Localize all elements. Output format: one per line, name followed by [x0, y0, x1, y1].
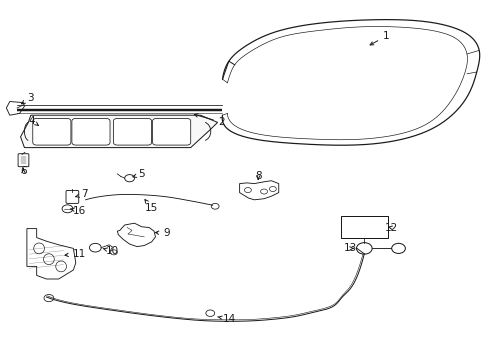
FancyBboxPatch shape	[72, 118, 110, 145]
Text: 15: 15	[144, 199, 158, 213]
Text: 10: 10	[103, 246, 119, 256]
Text: 3: 3	[21, 93, 34, 104]
Text: 14: 14	[217, 314, 236, 324]
Polygon shape	[6, 102, 24, 115]
Text: 13: 13	[343, 243, 356, 253]
FancyBboxPatch shape	[66, 190, 79, 203]
FancyBboxPatch shape	[152, 118, 190, 145]
FancyBboxPatch shape	[113, 118, 151, 145]
Text: 9: 9	[155, 228, 169, 238]
FancyBboxPatch shape	[18, 154, 29, 167]
FancyBboxPatch shape	[33, 118, 71, 145]
Polygon shape	[239, 181, 278, 200]
Text: 2: 2	[194, 114, 225, 127]
FancyBboxPatch shape	[341, 216, 387, 238]
Text: 12: 12	[384, 222, 397, 233]
Text: 5: 5	[133, 169, 145, 179]
Text: 6: 6	[20, 166, 27, 176]
Polygon shape	[117, 223, 155, 247]
Text: 11: 11	[65, 249, 86, 259]
Text: 8: 8	[254, 171, 261, 181]
Polygon shape	[27, 229, 76, 279]
Text: 16: 16	[70, 206, 86, 216]
Polygon shape	[20, 115, 217, 148]
Text: 4: 4	[28, 116, 38, 126]
Text: 7: 7	[75, 189, 87, 199]
Text: 1: 1	[369, 31, 389, 45]
